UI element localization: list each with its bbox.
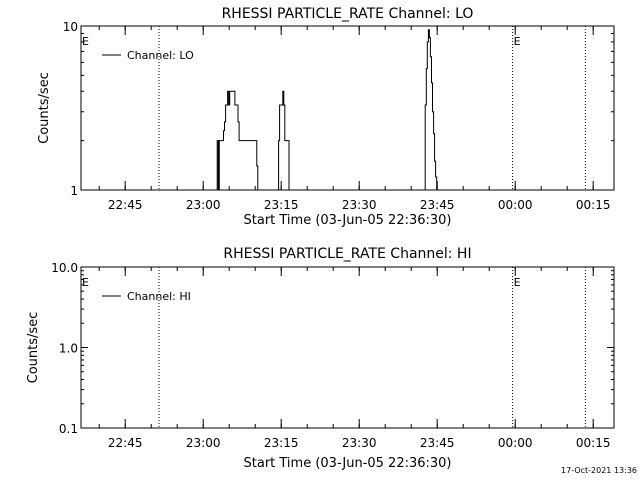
x-tick-label: 00:00 [498, 198, 533, 212]
x-tick-label: 23:15 [264, 436, 299, 450]
x-tick-label: 23:45 [420, 436, 455, 450]
x-axis-label: Start Time (03-Jun-05 22:36:30) [244, 456, 452, 471]
legend-label: Channel: HI [127, 290, 191, 303]
legend-label: Channel: LO [127, 49, 194, 62]
y-tick-label: 10.0 [51, 261, 78, 275]
x-tick-label: 23:45 [420, 198, 455, 212]
y-axis-label: Counts/sec [37, 72, 52, 144]
y-axis-label: Counts/sec [26, 312, 41, 384]
x-tick-label: 22:45 [108, 198, 143, 212]
vertical-marker-label: E [514, 276, 521, 289]
y-tick-label: 1.0 [59, 342, 78, 356]
x-tick-label: 23:00 [186, 198, 221, 212]
x-tick-label: 00:15 [576, 198, 611, 212]
y-tick-label: 1 [70, 184, 78, 198]
x-tick-label: 23:00 [186, 436, 221, 450]
chart-panel-lo: RHESSI PARTICLE_RATE Channel: LO 1 10 22:45… [37, 6, 615, 228]
x-tick-label: 00:00 [498, 436, 533, 450]
series-line-lo [277, 90, 290, 191]
x-tick-label: 00:15 [576, 436, 611, 450]
y-tick-label: 0.1 [59, 422, 78, 436]
y-tick-label: 10 [63, 20, 78, 34]
chart-panel-hi: RHESSI PARTICLE_RATE Channel: HI 0.1 1.0 10… [26, 246, 615, 471]
x-tick-label: 22:45 [108, 436, 143, 450]
plot-frame [80, 25, 615, 191]
x-axis-label: Start Time (03-Jun-05 22:36:30) [244, 213, 452, 228]
left-marker-label: E [82, 276, 89, 289]
series-line-lo [216, 90, 259, 191]
chart-title: RHESSI PARTICLE_RATE Channel: HI [223, 246, 471, 262]
footer-timestamp: 17-Oct-2021 13:36 [561, 466, 637, 475]
left-marker-label: E [82, 35, 89, 48]
x-tick-label: 23:30 [342, 436, 377, 450]
x-tick-label: 23:30 [342, 198, 377, 212]
chart-title: RHESSI PARTICLE_RATE Channel: LO [222, 6, 474, 22]
x-tick-label: 23:15 [264, 198, 299, 212]
series-line-lo [424, 29, 438, 191]
vertical-marker-label: E [514, 35, 521, 48]
